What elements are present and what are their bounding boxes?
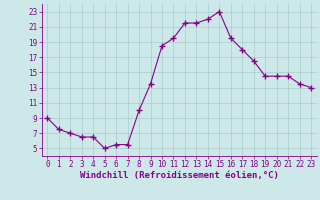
X-axis label: Windchill (Refroidissement éolien,°C): Windchill (Refroidissement éolien,°C)	[80, 171, 279, 180]
